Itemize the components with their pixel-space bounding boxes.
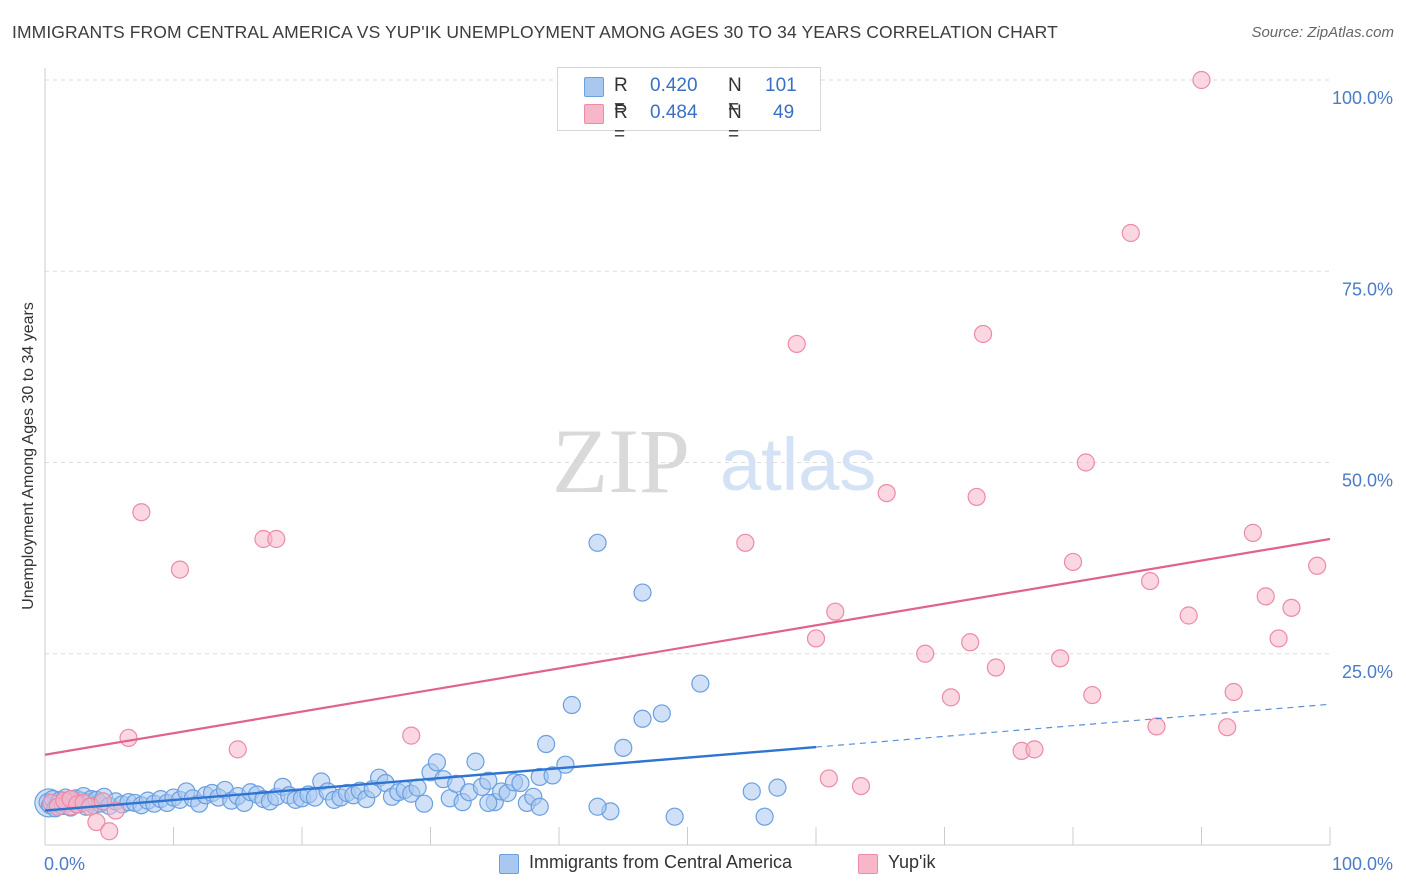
data-point-immigrants bbox=[479, 793, 498, 813]
r-label: R = bbox=[614, 75, 628, 118]
data-point-immigrants bbox=[633, 583, 652, 602]
n-label: N = bbox=[728, 75, 742, 118]
n-value: 101 bbox=[765, 75, 797, 96]
legend-swatch-blue bbox=[499, 854, 519, 874]
data-point-yupik bbox=[1179, 606, 1198, 625]
data-point-yupik bbox=[967, 487, 986, 507]
data-point-yupik bbox=[1121, 223, 1140, 243]
data-point-yupik bbox=[877, 484, 896, 503]
y-axis-label: Unemployment Among Ages 30 to 34 years bbox=[20, 302, 37, 610]
data-point-yupik bbox=[106, 801, 125, 820]
data-point-yupik bbox=[787, 334, 806, 354]
data-point-yupik bbox=[1025, 740, 1044, 759]
data-point-yupik bbox=[228, 740, 247, 759]
trend-line-immigrants-extrapolated bbox=[815, 703, 1331, 748]
data-point-immigrants bbox=[479, 771, 498, 790]
y-tick-label: 100.0% bbox=[1332, 88, 1393, 108]
data-point-immigrants bbox=[543, 766, 562, 785]
n-value: 49 bbox=[773, 102, 795, 123]
data-point-yupik bbox=[973, 324, 993, 344]
data-point-yupik bbox=[1051, 649, 1070, 668]
data-point-yupik bbox=[1083, 685, 1102, 705]
data-point-immigrants bbox=[537, 734, 556, 754]
tick-labels: 100.0% 75.0% 50.0% 25.0% 0.0% 100.0% bbox=[44, 88, 1393, 874]
watermark-zip: ZIP bbox=[552, 410, 690, 512]
data-point-immigrants bbox=[691, 674, 710, 693]
legend-swatch-pink bbox=[858, 854, 878, 874]
trend-line-immigrants bbox=[44, 745, 817, 812]
data-point-immigrants bbox=[588, 797, 607, 816]
axes bbox=[44, 68, 1331, 846]
legend-swatch-blue bbox=[584, 77, 604, 97]
data-point-yupik bbox=[1269, 629, 1288, 648]
data-point-immigrants bbox=[742, 782, 761, 801]
data-point-yupik bbox=[1140, 571, 1160, 591]
y-tick-label: 50.0% bbox=[1342, 471, 1393, 491]
watermark-atlas: atlas bbox=[720, 423, 876, 506]
legend-label: Immigrants from Central America bbox=[529, 852, 793, 872]
data-point-immigrants bbox=[556, 755, 575, 774]
data-point-yupik bbox=[916, 644, 935, 663]
gridlines bbox=[45, 79, 1330, 655]
data-point-yupik bbox=[170, 560, 190, 579]
data-point-immigrants bbox=[562, 695, 581, 715]
chart-title: IMMIGRANTS FROM CENTRAL AMERICA VS YUP'I… bbox=[12, 22, 1058, 42]
data-point-yupik bbox=[1063, 552, 1083, 572]
data-point-yupik bbox=[100, 822, 119, 841]
series-yupik-points bbox=[42, 70, 1327, 841]
trend-line-yupik bbox=[44, 537, 1331, 756]
r-label: R = bbox=[614, 102, 628, 145]
data-point-yupik bbox=[1224, 682, 1243, 702]
data-point-yupik bbox=[1282, 598, 1301, 617]
data-point-yupik bbox=[119, 728, 138, 748]
data-point-yupik bbox=[826, 602, 845, 621]
n-label: N = bbox=[728, 102, 742, 145]
trend-lines bbox=[44, 537, 1331, 812]
x-tick-label: 0.0% bbox=[44, 854, 85, 874]
legend-swatch-pink bbox=[584, 104, 604, 124]
r-value: 0.484 bbox=[650, 102, 698, 123]
data-point-yupik bbox=[1076, 453, 1095, 472]
data-point-yupik bbox=[961, 633, 980, 652]
data-point-immigrants bbox=[614, 738, 633, 757]
data-point-immigrants bbox=[427, 753, 447, 772]
data-point-immigrants bbox=[755, 807, 774, 826]
data-point-immigrants bbox=[652, 704, 671, 723]
data-point-immigrants bbox=[530, 797, 549, 816]
data-point-yupik bbox=[986, 658, 1006, 677]
data-point-yupik bbox=[1243, 523, 1263, 542]
data-point-yupik bbox=[87, 812, 106, 832]
data-point-yupik bbox=[806, 629, 826, 648]
data-point-immigrants bbox=[633, 709, 652, 728]
data-point-immigrants bbox=[447, 774, 466, 793]
data-point-immigrants bbox=[408, 778, 427, 797]
data-point-yupik bbox=[1147, 717, 1166, 736]
correlation-legend: R = 0.420 N = 101 R = 0.484 N = 49 bbox=[557, 67, 821, 145]
data-point-yupik bbox=[819, 769, 838, 788]
data-point-yupik bbox=[1218, 718, 1237, 737]
data-point-yupik bbox=[402, 726, 421, 745]
data-point-yupik bbox=[851, 776, 871, 796]
y-tick-label: 75.0% bbox=[1342, 279, 1393, 299]
y-tick-label: 25.0% bbox=[1342, 662, 1393, 682]
x-tick-label: 100.0% bbox=[1332, 854, 1393, 874]
data-point-immigrants bbox=[588, 533, 607, 552]
r-value: 0.420 bbox=[650, 75, 698, 96]
data-point-yupik bbox=[1192, 70, 1211, 90]
data-point-yupik bbox=[132, 503, 151, 522]
data-point-immigrants bbox=[665, 807, 684, 826]
data-point-immigrants bbox=[768, 778, 787, 797]
data-point-yupik bbox=[736, 533, 755, 552]
data-point-yupik bbox=[1256, 587, 1275, 606]
data-point-yupik bbox=[941, 688, 961, 707]
legend-label: Yup'ik bbox=[888, 852, 936, 872]
data-point-immigrants bbox=[511, 773, 530, 793]
data-point-yupik bbox=[267, 529, 286, 549]
data-point-immigrants bbox=[414, 794, 434, 813]
data-point-yupik bbox=[1308, 556, 1327, 575]
source-label: Source: ZipAtlas.com bbox=[1251, 24, 1394, 41]
data-point-immigrants bbox=[466, 752, 485, 771]
